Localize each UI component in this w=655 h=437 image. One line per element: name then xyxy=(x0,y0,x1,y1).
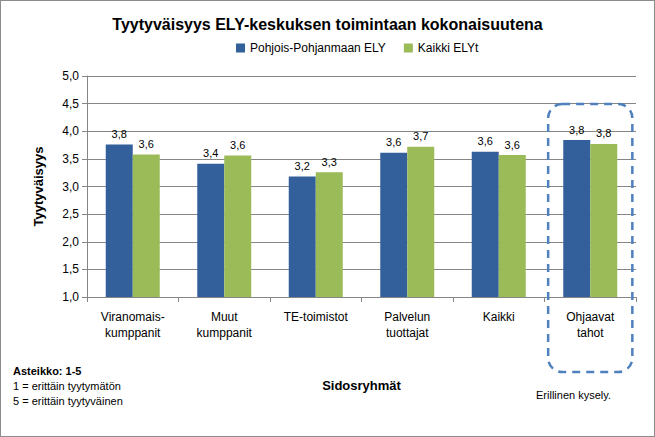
svg-text:3,5: 3,5 xyxy=(62,152,79,166)
svg-text:1,5: 1,5 xyxy=(62,262,79,276)
svg-text:3,8: 3,8 xyxy=(569,124,584,136)
svg-text:3,7: 3,7 xyxy=(413,130,428,142)
svg-text:3,6: 3,6 xyxy=(230,139,245,151)
svg-text:3,2: 3,2 xyxy=(295,160,310,172)
svg-text:Asteikko: 1-5: Asteikko: 1-5 xyxy=(13,365,81,377)
svg-text:tuottajat: tuottajat xyxy=(386,326,429,340)
svg-text:3,3: 3,3 xyxy=(322,156,337,168)
svg-text:Kaikki ELYt: Kaikki ELYt xyxy=(418,41,479,55)
svg-text:Viranomais-: Viranomais- xyxy=(101,310,165,324)
svg-text:4,0: 4,0 xyxy=(62,124,79,138)
svg-text:5 = erittäin tyytyväinen: 5 = erittäin tyytyväinen xyxy=(13,395,123,407)
svg-text:Kaikki: Kaikki xyxy=(483,310,515,324)
svg-text:2,0: 2,0 xyxy=(62,235,79,249)
svg-text:Pohjois-Pohjanmaan ELY: Pohjois-Pohjanmaan ELY xyxy=(250,41,386,55)
svg-text:Tyytyväisyys ELY-keskuksen toi: Tyytyväisyys ELY-keskuksen toimintaan ko… xyxy=(112,16,543,33)
svg-text:3,8: 3,8 xyxy=(596,127,611,139)
svg-text:Tyytyväisyys: Tyytyväisyys xyxy=(31,147,46,227)
svg-text:Ohjaavat: Ohjaavat xyxy=(566,310,615,324)
svg-text:kumppanit: kumppanit xyxy=(105,326,161,340)
svg-text:3,6: 3,6 xyxy=(478,135,493,147)
svg-text:3,6: 3,6 xyxy=(386,136,401,148)
svg-text:3,6: 3,6 xyxy=(505,139,520,151)
svg-text:tahot: tahot xyxy=(577,326,604,340)
svg-text:TE-toimistot: TE-toimistot xyxy=(284,310,349,324)
svg-text:Erillinen kysely.: Erillinen kysely. xyxy=(536,389,611,401)
svg-text:3,8: 3,8 xyxy=(112,128,127,140)
svg-text:kumppanit: kumppanit xyxy=(197,326,253,340)
svg-text:3,4: 3,4 xyxy=(203,147,218,159)
svg-text:3,0: 3,0 xyxy=(62,180,79,194)
svg-text:3,6: 3,6 xyxy=(139,138,154,150)
svg-text:1,0: 1,0 xyxy=(62,290,79,304)
svg-text:Sidosryhmät: Sidosryhmät xyxy=(322,378,401,393)
svg-text:2,5: 2,5 xyxy=(62,207,79,221)
svg-text:5,0: 5,0 xyxy=(62,69,79,83)
svg-text:Palvelun: Palvelun xyxy=(384,310,430,324)
svg-text:Muut: Muut xyxy=(211,310,238,324)
svg-text:1 = erittäin tyytymätön: 1 = erittäin tyytymätön xyxy=(13,380,121,392)
svg-text:4,5: 4,5 xyxy=(62,97,79,111)
